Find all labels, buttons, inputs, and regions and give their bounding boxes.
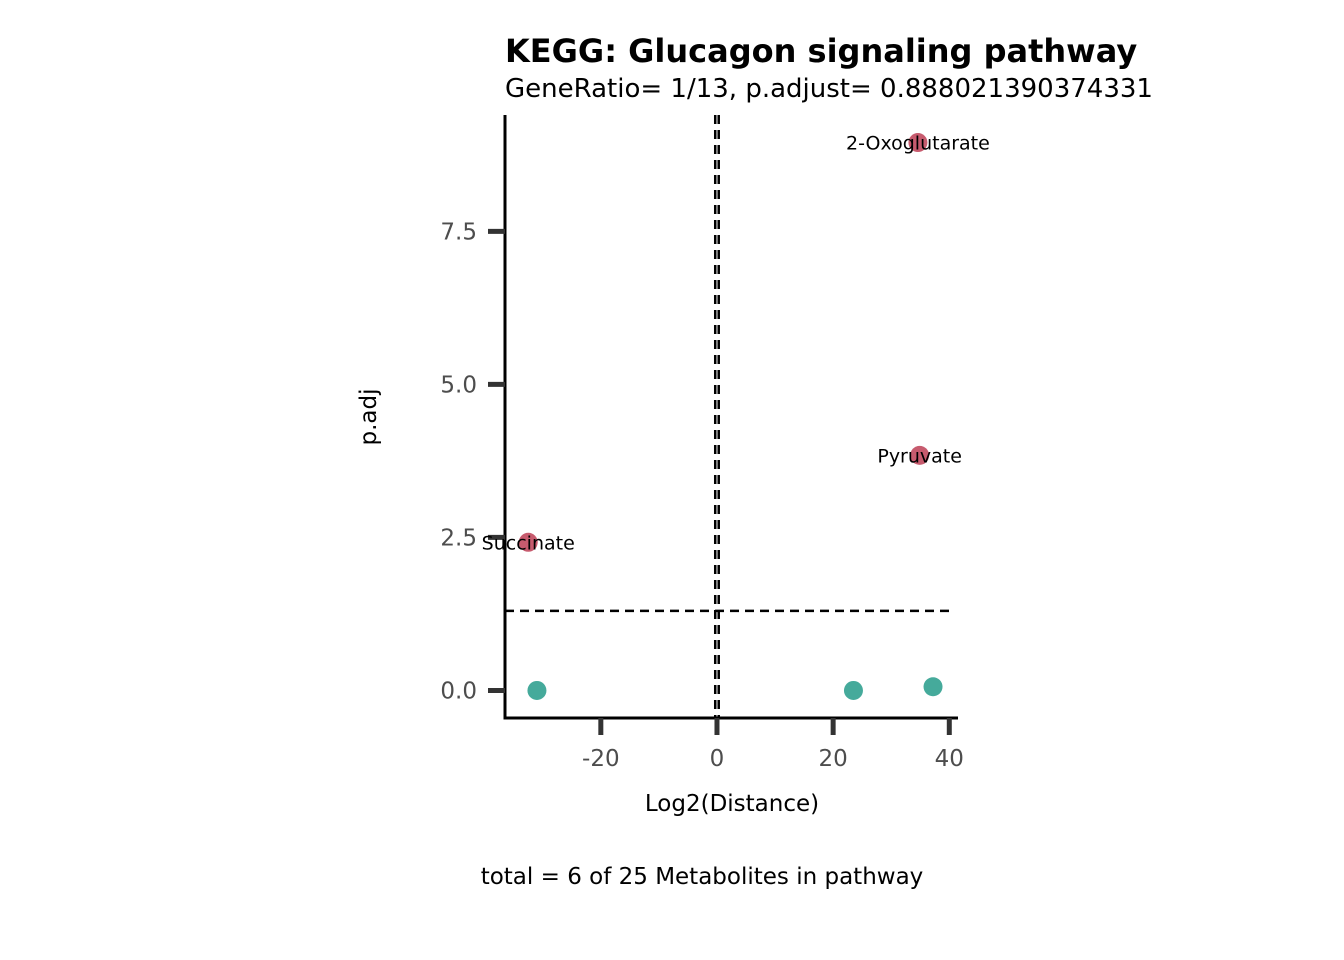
y-tick-label: 2.5 bbox=[440, 525, 477, 551]
point-label: 2-Oxoglutarate bbox=[846, 133, 990, 155]
chart-title: KEGG: Glucagon signaling pathway bbox=[505, 32, 1137, 70]
y-tick-label: 7.5 bbox=[440, 219, 477, 245]
nonsignificant-point bbox=[843, 680, 863, 700]
significant-point bbox=[910, 445, 930, 465]
significant-point bbox=[518, 532, 538, 552]
nonsignificant-point bbox=[923, 677, 943, 697]
plot-area: 0.0 2.5 5.0 7.5 -20 0 20 40 2-Oxoglutarate Pyruva… bbox=[440, 115, 990, 772]
nonsignificant-point bbox=[527, 680, 547, 700]
point-label: Pyruvate bbox=[877, 445, 962, 467]
significant-point bbox=[908, 133, 928, 153]
x-tick-label: 40 bbox=[935, 746, 964, 772]
y-tick-label: 5.0 bbox=[440, 372, 477, 398]
x-tick-label: 0 bbox=[710, 746, 725, 772]
x-tick-label: -20 bbox=[582, 746, 620, 772]
chart-caption: total = 6 of 25 Metabolites in pathway bbox=[481, 864, 924, 890]
y-tick-label: 0.0 bbox=[440, 678, 477, 704]
x-tick-label: 20 bbox=[818, 746, 847, 772]
y-axis-title: p.adj bbox=[356, 389, 382, 446]
x-axis-title: Log2(Distance) bbox=[645, 791, 819, 817]
chart-subtitle: GeneRatio= 1/13, p.adjust= 0.88802139037… bbox=[505, 74, 1153, 104]
point-label: Succinate bbox=[482, 532, 575, 554]
